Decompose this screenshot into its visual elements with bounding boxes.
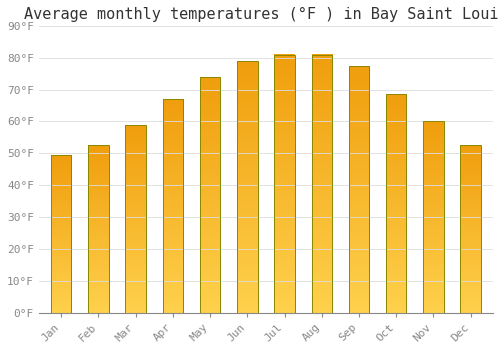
Bar [237,61,258,313]
Bar [126,125,146,313]
Bar [51,155,72,313]
Bar [162,99,183,313]
Bar [386,94,406,313]
Bar [349,66,370,313]
Title: Average monthly temperatures (°F ) in Bay Saint Louis: Average monthly temperatures (°F ) in Ba… [24,7,500,22]
Bar [200,77,220,313]
Bar [274,55,295,313]
Bar [88,145,108,313]
Bar [423,121,444,313]
Bar [460,145,481,313]
Bar [312,55,332,313]
